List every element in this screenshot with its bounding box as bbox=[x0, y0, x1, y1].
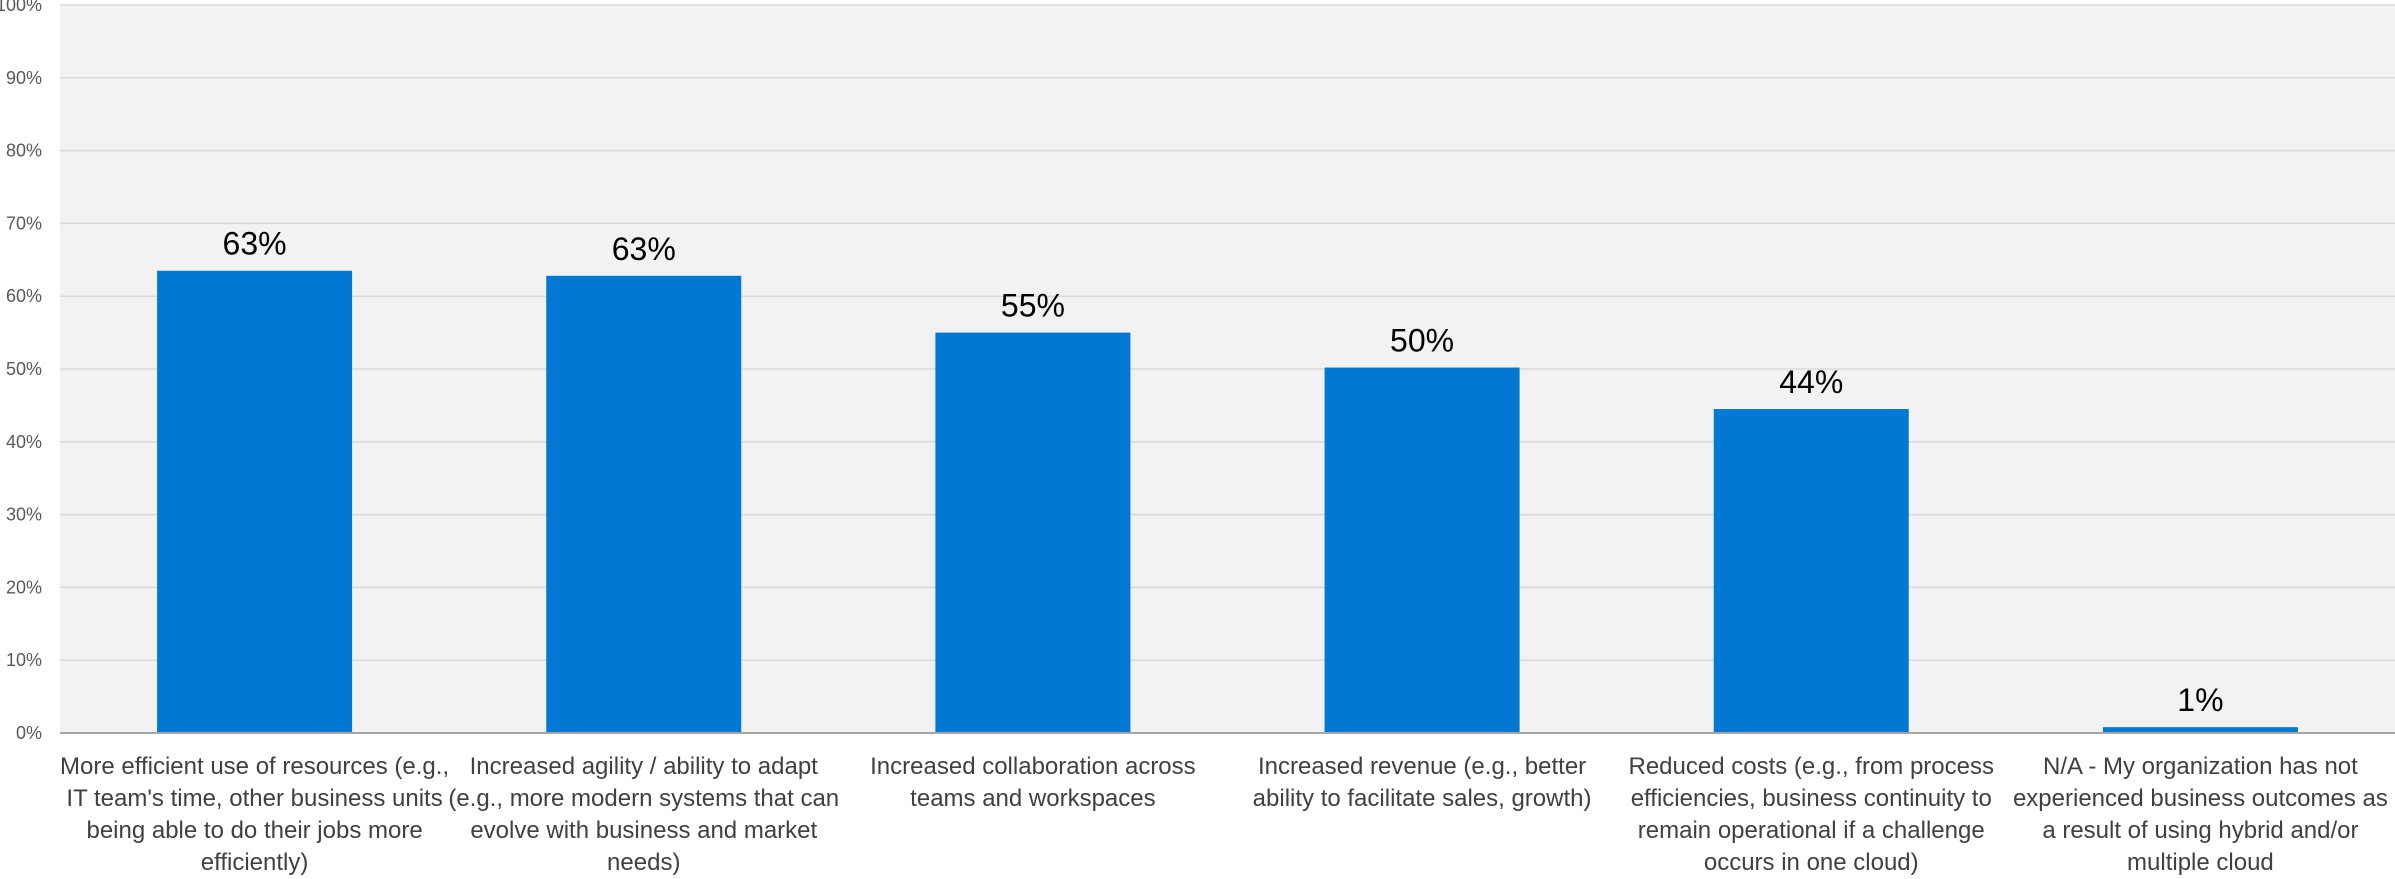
category-label: Increased revenue (e.g., better ability … bbox=[1252, 753, 1592, 812]
bar bbox=[1713, 409, 1909, 733]
category-label: Reduced costs (e.g., from process effici… bbox=[1628, 753, 1994, 876]
data-label: 1% bbox=[2177, 682, 2223, 718]
bar bbox=[2102, 727, 2298, 733]
bar bbox=[546, 275, 742, 733]
data-label: 63% bbox=[612, 231, 676, 267]
category-label: Increased agility / ability to adapt (e.… bbox=[448, 753, 840, 876]
bar bbox=[1324, 367, 1520, 733]
data-label: 44% bbox=[1779, 364, 1843, 400]
y-tick-label: 40% bbox=[6, 432, 42, 452]
category-label: Increased collaboration across teams and… bbox=[870, 753, 1196, 812]
y-tick-label: 20% bbox=[6, 577, 42, 597]
y-tick-label: 90% bbox=[6, 68, 42, 88]
y-tick-label: 100% bbox=[0, 0, 42, 15]
y-tick-label: 70% bbox=[6, 213, 42, 233]
y-tick-label: 10% bbox=[6, 650, 42, 670]
category-label: More efficient use of resources (e.g., I… bbox=[60, 753, 450, 876]
data-label: 55% bbox=[1001, 288, 1065, 324]
bar bbox=[935, 332, 1131, 733]
y-tick-label: 0% bbox=[16, 723, 42, 743]
bars bbox=[157, 270, 2298, 733]
y-tick-label: 60% bbox=[6, 286, 42, 306]
category-label: N/A - My organization has not experience… bbox=[2012, 753, 2388, 876]
gridlines bbox=[60, 4, 2395, 661]
y-tick-label: 80% bbox=[6, 141, 42, 161]
y-axis-ticks: 0% 10% 20% 30% 40% 50% 60% 70% 80% 90% 100% bbox=[0, 0, 42, 743]
data-labels: 63% 63% 55% 50% 44% 1% bbox=[223, 226, 2224, 718]
data-label: 50% bbox=[1390, 323, 1454, 359]
y-tick-label: 50% bbox=[6, 359, 42, 379]
data-label: 63% bbox=[223, 226, 287, 262]
bar bbox=[157, 270, 353, 733]
y-tick-label: 30% bbox=[6, 505, 42, 525]
